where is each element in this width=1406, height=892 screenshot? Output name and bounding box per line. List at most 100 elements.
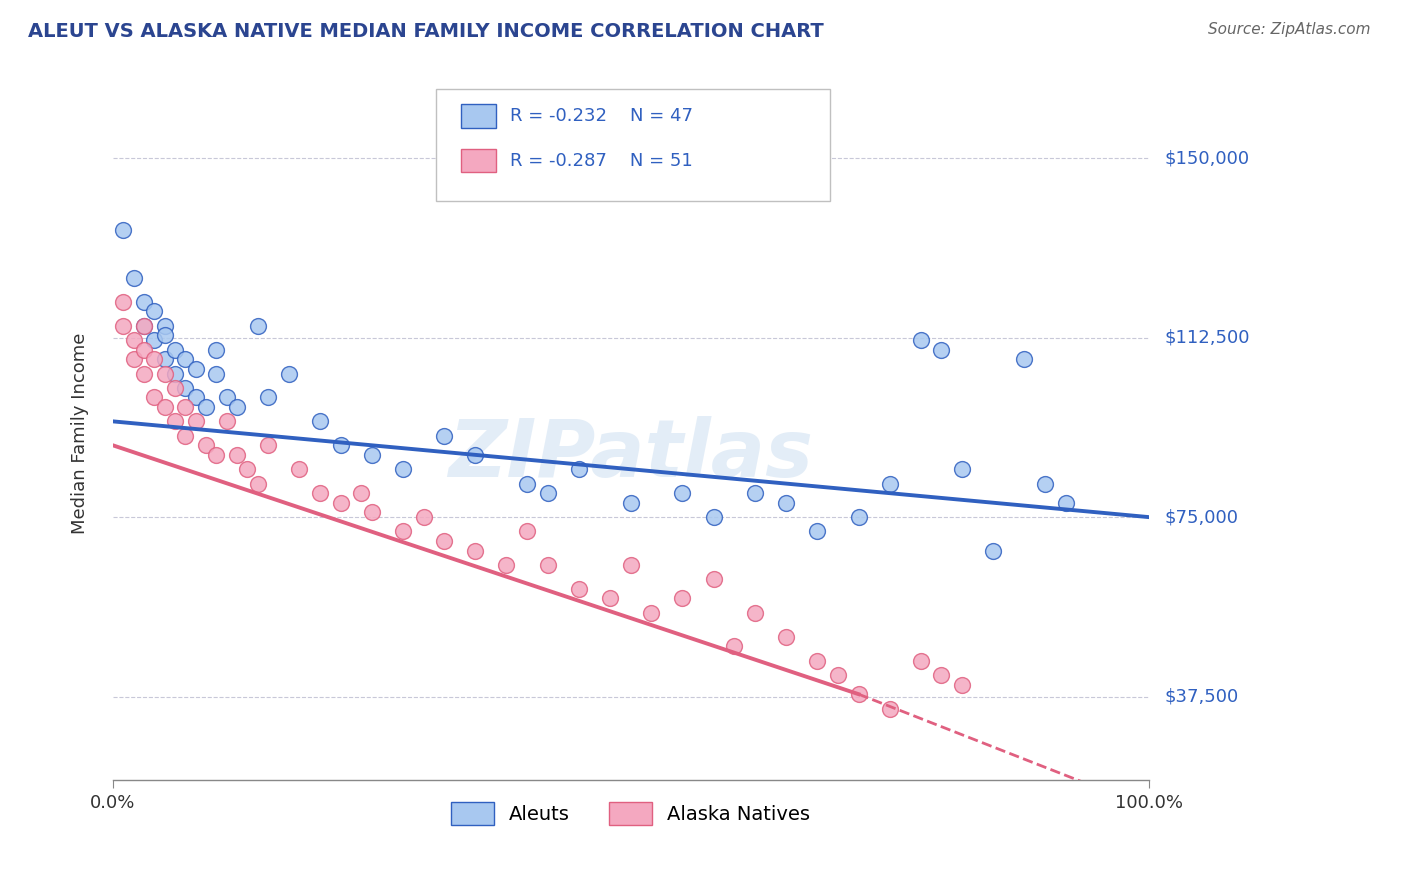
Point [153, 400, 176, 414]
Point [433, 534, 456, 549]
Text: ZIPatlas: ZIPatlas [449, 416, 813, 494]
Point [195, 400, 218, 414]
Point [143, 352, 166, 367]
Point [392, 462, 415, 476]
Point [360, 505, 382, 519]
Point [246, 476, 269, 491]
Text: R = -0.287    N = 51: R = -0.287 N = 51 [510, 152, 693, 169]
Point [464, 448, 486, 462]
Point [1012, 352, 1035, 367]
Point [226, 448, 249, 462]
Point [205, 367, 228, 381]
Point [195, 438, 218, 452]
Point [236, 462, 259, 476]
Point [132, 367, 155, 381]
Point [215, 391, 238, 405]
Point [744, 486, 766, 500]
Point [516, 476, 538, 491]
Point [775, 630, 797, 644]
Point [122, 333, 145, 347]
Point [132, 343, 155, 357]
Point [950, 462, 973, 476]
Point [309, 414, 332, 428]
Point [703, 510, 725, 524]
Point [516, 524, 538, 539]
Point [122, 270, 145, 285]
Point [671, 591, 693, 606]
Point [671, 486, 693, 500]
Point [122, 352, 145, 367]
Point [568, 462, 591, 476]
Point [981, 543, 1004, 558]
Point [174, 428, 197, 442]
Point [277, 367, 299, 381]
Point [950, 677, 973, 691]
Text: $150,000: $150,000 [1164, 149, 1249, 167]
Legend: Aleuts, Alaska Natives: Aleuts, Alaska Natives [443, 794, 818, 833]
Point [775, 496, 797, 510]
Point [112, 294, 135, 309]
Text: Source: ZipAtlas.com: Source: ZipAtlas.com [1208, 22, 1371, 37]
Point [1054, 496, 1077, 510]
Point [132, 294, 155, 309]
Point [620, 558, 643, 572]
Point [879, 701, 901, 715]
Point [215, 414, 238, 428]
Point [153, 318, 176, 333]
Point [392, 524, 415, 539]
Point [184, 391, 207, 405]
Point [174, 381, 197, 395]
Point [879, 476, 901, 491]
Point [464, 543, 486, 558]
Point [412, 510, 434, 524]
Point [350, 486, 373, 500]
Text: ALEUT VS ALASKA NATIVE MEDIAN FAMILY INCOME CORRELATION CHART: ALEUT VS ALASKA NATIVE MEDIAN FAMILY INC… [28, 22, 824, 41]
Point [360, 448, 382, 462]
Point [153, 352, 176, 367]
Point [309, 486, 332, 500]
Point [848, 510, 870, 524]
Text: $75,000: $75,000 [1164, 508, 1239, 526]
Text: R = -0.232    N = 47: R = -0.232 N = 47 [510, 107, 693, 125]
Point [640, 606, 662, 620]
Point [931, 343, 953, 357]
Point [288, 462, 311, 476]
Text: $37,500: $37,500 [1164, 688, 1239, 706]
Point [620, 496, 643, 510]
Point [827, 668, 849, 682]
Point [703, 572, 725, 586]
Point [806, 654, 828, 668]
Point [143, 333, 166, 347]
Point [184, 361, 207, 376]
Point [174, 400, 197, 414]
Point [910, 333, 932, 347]
Point [153, 328, 176, 343]
Point [537, 486, 560, 500]
Y-axis label: Median Family Income: Median Family Income [72, 333, 89, 534]
Point [246, 318, 269, 333]
Point [143, 391, 166, 405]
Point [806, 524, 828, 539]
Point [205, 343, 228, 357]
Point [931, 668, 953, 682]
Point [112, 318, 135, 333]
Point [205, 448, 228, 462]
Point [163, 343, 186, 357]
Point [744, 606, 766, 620]
Point [568, 582, 591, 596]
Point [184, 414, 207, 428]
Point [226, 400, 249, 414]
Point [848, 687, 870, 701]
Point [329, 496, 352, 510]
Point [257, 438, 280, 452]
Point [163, 367, 186, 381]
Point [163, 414, 186, 428]
Point [723, 640, 745, 654]
Point [132, 318, 155, 333]
Point [174, 352, 197, 367]
Point [132, 318, 155, 333]
Point [537, 558, 560, 572]
Point [153, 367, 176, 381]
Text: $112,500: $112,500 [1164, 328, 1250, 347]
Point [112, 223, 135, 237]
